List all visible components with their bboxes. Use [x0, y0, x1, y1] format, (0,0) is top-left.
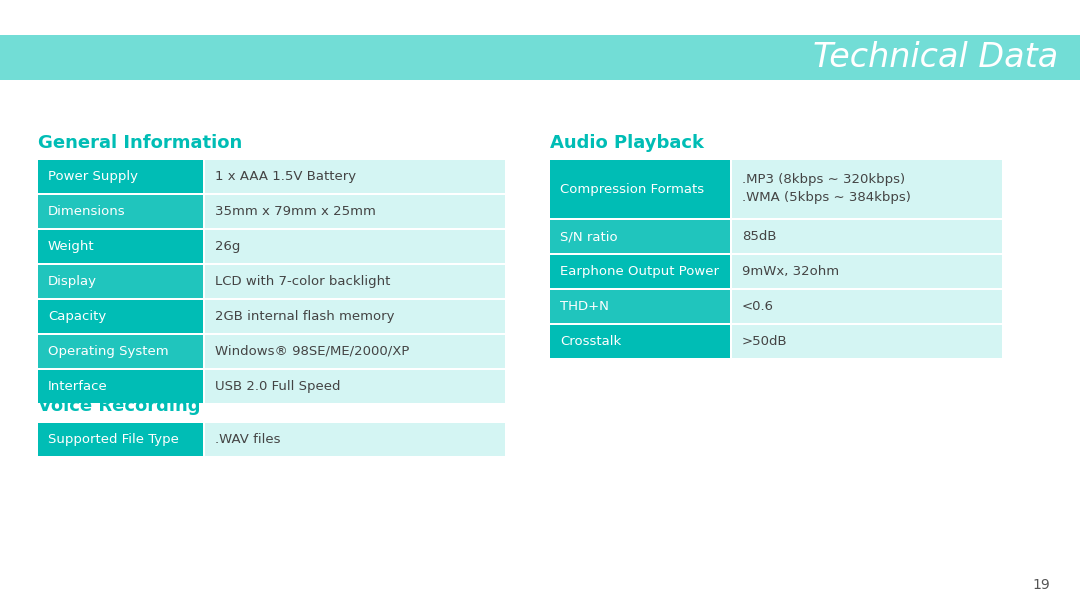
Text: Display: Display: [48, 275, 97, 288]
Text: .WAV files: .WAV files: [215, 433, 281, 446]
Text: <0.6: <0.6: [742, 300, 774, 313]
FancyBboxPatch shape: [38, 195, 203, 228]
FancyBboxPatch shape: [732, 255, 1002, 288]
FancyBboxPatch shape: [732, 160, 1002, 218]
Text: >50dB: >50dB: [742, 335, 787, 348]
FancyBboxPatch shape: [38, 423, 203, 456]
Text: General Information: General Information: [38, 134, 242, 152]
FancyBboxPatch shape: [38, 230, 203, 263]
Text: Crosstalk: Crosstalk: [561, 335, 621, 348]
Text: 26g: 26g: [215, 240, 241, 253]
FancyBboxPatch shape: [38, 160, 203, 193]
FancyBboxPatch shape: [205, 300, 505, 333]
Text: Audio Playback: Audio Playback: [550, 134, 704, 152]
FancyBboxPatch shape: [205, 195, 505, 228]
FancyBboxPatch shape: [550, 160, 730, 218]
Text: Power Supply: Power Supply: [48, 170, 138, 183]
Text: 19: 19: [1032, 578, 1050, 592]
Text: Windows® 98SE/ME/2000/XP: Windows® 98SE/ME/2000/XP: [215, 345, 409, 358]
FancyBboxPatch shape: [550, 255, 730, 288]
Text: 85dB: 85dB: [742, 230, 777, 243]
Text: USB 2.0 Full Speed: USB 2.0 Full Speed: [215, 380, 340, 393]
FancyBboxPatch shape: [550, 220, 730, 253]
FancyBboxPatch shape: [205, 335, 505, 368]
FancyBboxPatch shape: [205, 230, 505, 263]
FancyBboxPatch shape: [38, 370, 203, 403]
Text: 2GB internal flash memory: 2GB internal flash memory: [215, 310, 394, 323]
FancyBboxPatch shape: [205, 423, 505, 456]
Text: Supported File Type: Supported File Type: [48, 433, 179, 446]
Text: 1 x AAA 1.5V Battery: 1 x AAA 1.5V Battery: [215, 170, 356, 183]
FancyBboxPatch shape: [38, 265, 203, 298]
Text: THD+N: THD+N: [561, 300, 609, 313]
FancyBboxPatch shape: [205, 370, 505, 403]
FancyBboxPatch shape: [205, 160, 505, 193]
FancyBboxPatch shape: [38, 300, 203, 333]
FancyBboxPatch shape: [38, 335, 203, 368]
Text: Compression Formats: Compression Formats: [561, 183, 704, 195]
Text: LCD with 7-color backlight: LCD with 7-color backlight: [215, 275, 390, 288]
Text: 9mWx, 32ohm: 9mWx, 32ohm: [742, 265, 839, 278]
FancyBboxPatch shape: [550, 290, 730, 323]
Text: Earphone Output Power: Earphone Output Power: [561, 265, 719, 278]
Text: 35mm x 79mm x 25mm: 35mm x 79mm x 25mm: [215, 205, 376, 218]
Text: Dimensions: Dimensions: [48, 205, 125, 218]
FancyBboxPatch shape: [0, 35, 1080, 80]
Text: Operating System: Operating System: [48, 345, 168, 358]
Text: Voice Recording: Voice Recording: [38, 397, 201, 415]
Text: .MP3 (8kbps ∼ 320kbps)
.WMA (5kbps ∼ 384kbps): .MP3 (8kbps ∼ 320kbps) .WMA (5kbps ∼ 384…: [742, 174, 910, 204]
Text: Interface: Interface: [48, 380, 108, 393]
FancyBboxPatch shape: [732, 220, 1002, 253]
FancyBboxPatch shape: [205, 265, 505, 298]
FancyBboxPatch shape: [732, 325, 1002, 358]
Text: Technical Data: Technical Data: [813, 41, 1058, 74]
FancyBboxPatch shape: [732, 290, 1002, 323]
FancyBboxPatch shape: [550, 325, 730, 358]
Text: S/N ratio: S/N ratio: [561, 230, 618, 243]
Text: Capacity: Capacity: [48, 310, 106, 323]
Text: Weight: Weight: [48, 240, 95, 253]
